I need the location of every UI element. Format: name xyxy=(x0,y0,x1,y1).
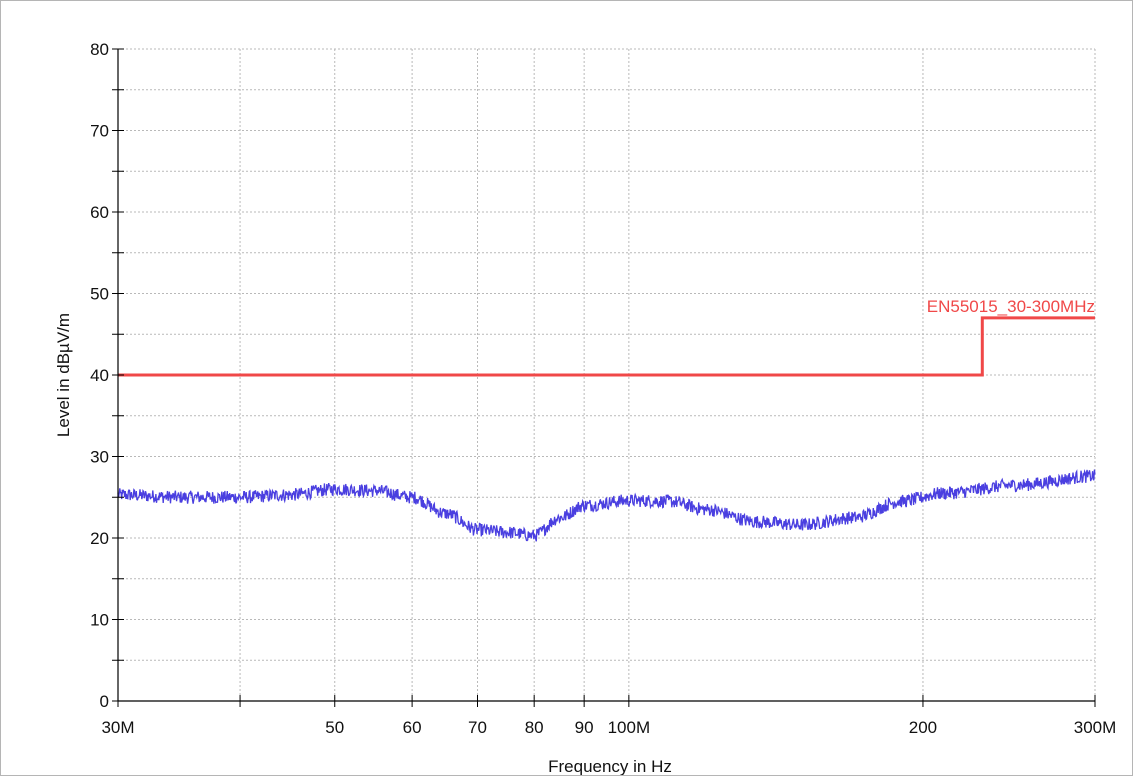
y-tick-label: 40 xyxy=(90,366,109,385)
y-tick-label: 30 xyxy=(90,448,109,467)
x-tick-label: 50 xyxy=(325,718,344,737)
limit-line xyxy=(118,316,1095,377)
axes xyxy=(112,48,1096,707)
tick-labels: 0 10 20 30 40 50 60 70 80 30M 50 60 70 80 90 100M 200 300… xyxy=(90,40,1116,737)
y-tick-label: 10 xyxy=(90,611,109,630)
y-tick-label: 70 xyxy=(90,122,109,141)
x-tick-label: 100M xyxy=(608,718,651,737)
y-tick-label: 0 xyxy=(100,692,109,711)
y-tick-label: 80 xyxy=(90,40,109,59)
x-tick-label: 30M xyxy=(101,718,134,737)
x-axis-title: Frequency in Hz xyxy=(548,757,672,775)
x-tick-label: 200 xyxy=(909,718,937,737)
limit-line-label: EN55015_30-300MHz xyxy=(927,297,1095,316)
x-tick-label: 80 xyxy=(525,718,544,737)
y-tick-label: 50 xyxy=(90,285,109,304)
x-tick-label: 60 xyxy=(403,718,422,737)
y-tick-label: 20 xyxy=(90,529,109,548)
y-tick-label: 60 xyxy=(90,203,109,222)
x-tick-label: 70 xyxy=(468,718,487,737)
series-layer: EN55015_30-300MHz xyxy=(117,297,1096,542)
measurement-trace xyxy=(117,468,1096,542)
y-axis-title: Level in dBµV/m xyxy=(54,313,73,437)
x-tick-label: 90 xyxy=(575,718,594,737)
x-tick-label: 300M xyxy=(1074,718,1117,737)
